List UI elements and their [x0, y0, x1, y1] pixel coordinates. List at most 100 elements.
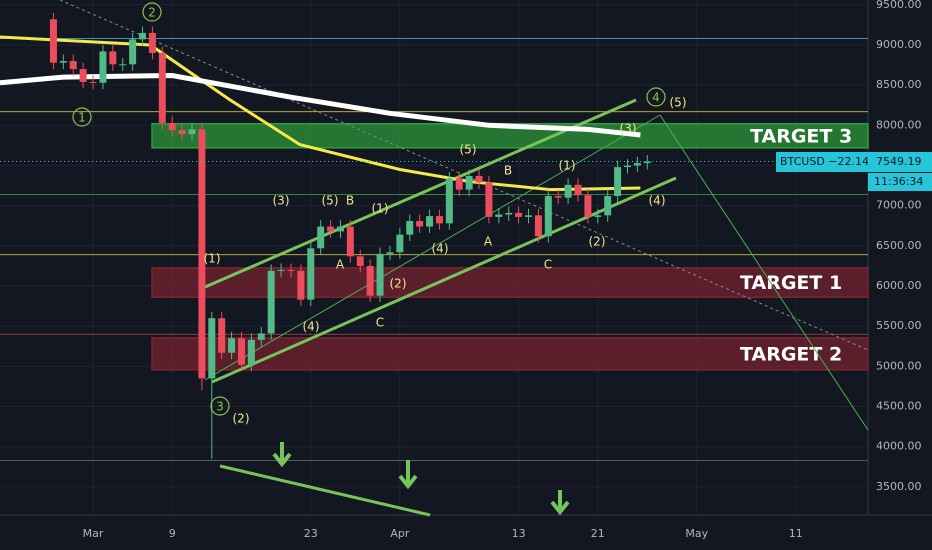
wave-label: (3)	[273, 194, 290, 208]
wave-label: 3	[216, 400, 224, 414]
y-tick-label: 8000.00	[876, 118, 922, 131]
candle-body	[366, 265, 374, 296]
candle-body	[307, 248, 315, 300]
wave-label: 4	[652, 91, 660, 105]
candle-body	[386, 252, 394, 254]
candle-body	[426, 216, 434, 227]
target-zone	[151, 337, 869, 371]
wave-label: (2)	[390, 277, 407, 291]
candle-body	[237, 338, 245, 365]
candle-body	[208, 318, 216, 379]
y-tick-label: 9500.00	[876, 0, 922, 11]
countdown: 11:36:34	[874, 175, 923, 188]
candle-body	[228, 338, 236, 353]
y-tick-label: 4000.00	[876, 440, 922, 453]
candle-body	[643, 161, 651, 164]
candle-body	[525, 215, 533, 217]
wave-label: (1)	[204, 252, 221, 266]
candle-body	[247, 339, 255, 365]
wave-label: C	[376, 316, 384, 330]
wave-label: A	[484, 235, 493, 249]
wave-circle	[142, 2, 162, 22]
wave-circle	[646, 87, 666, 107]
x-tick-label: 23	[304, 527, 318, 540]
x-tick-label: 13	[512, 527, 526, 540]
price-badge	[868, 152, 932, 172]
y-tick-label: 4500.00	[876, 400, 922, 413]
last-price: 7549.19	[876, 155, 922, 168]
candle-body	[376, 253, 384, 296]
x-tick-label: May	[685, 527, 708, 540]
wave-circle	[72, 107, 92, 127]
x-tick-label: 9	[169, 527, 176, 540]
candle-body	[614, 167, 622, 197]
target-label: TARGET 2	[740, 343, 842, 365]
channel-bottom	[211, 176, 677, 384]
wave-label: B	[504, 164, 512, 178]
wave-label: (5)	[322, 194, 339, 208]
candle-body	[554, 196, 562, 198]
y-tick-label: 3500.00	[876, 480, 922, 493]
x-tick-label: 11	[789, 527, 803, 540]
x-tick-label: 21	[591, 527, 605, 540]
candle-body	[465, 175, 473, 190]
wave-label: (5)	[460, 143, 477, 157]
y-tick-label: 9000.00	[876, 38, 922, 51]
candle-body	[416, 220, 424, 227]
candle-body	[564, 184, 572, 198]
wave-label: 1	[78, 111, 86, 125]
symbol-label: BTCUSD −22.14%	[780, 155, 879, 168]
candle-body	[623, 165, 631, 168]
wave-label: (4)	[432, 242, 449, 256]
candle-body	[109, 51, 117, 65]
candle-body	[168, 122, 176, 131]
volume-arrows	[272, 442, 570, 516]
candle-body	[604, 196, 612, 216]
wave-label: C	[544, 258, 552, 272]
candle-body	[594, 215, 602, 217]
candle-body	[287, 269, 295, 271]
candle-body	[99, 51, 107, 83]
candle-body	[475, 175, 483, 183]
candle-body	[495, 214, 503, 217]
candle-body	[129, 39, 137, 65]
candle-body	[267, 270, 275, 334]
candle-body	[317, 226, 325, 249]
y-tick-label: 7000.00	[876, 199, 922, 212]
candle-body	[505, 212, 513, 215]
wave-label: (4)	[649, 194, 666, 208]
candle-body	[257, 333, 265, 340]
channel-top	[204, 98, 637, 289]
candle-body	[49, 19, 57, 63]
candle-body	[336, 226, 344, 232]
candle-body	[574, 184, 582, 196]
candle-body	[158, 53, 166, 123]
y-tick-label: 8500.00	[876, 78, 922, 91]
candle-body	[534, 215, 542, 237]
projection	[659, 114, 869, 431]
countdown-badge	[868, 173, 932, 191]
symbol-badge	[776, 152, 868, 172]
target-label: TARGET 1	[740, 272, 842, 294]
candle-body	[79, 69, 87, 82]
candle-body	[346, 226, 354, 257]
wave-label: B	[346, 194, 354, 208]
candle-body	[445, 178, 453, 224]
y-tick-label: 5500.00	[876, 319, 922, 332]
y-tick-label: 6500.00	[876, 239, 922, 252]
x-tick-label: Apr	[390, 527, 410, 540]
volume-trend	[219, 464, 431, 517]
candle-body	[178, 130, 186, 135]
candle-body	[515, 212, 523, 217]
candle-body	[396, 234, 404, 253]
target-label: TARGET 3	[750, 125, 852, 147]
candle-body	[218, 318, 226, 353]
wave-circle	[210, 396, 230, 416]
candle-body	[297, 270, 305, 300]
candle-body	[198, 129, 206, 379]
wave-label: (1)	[559, 159, 576, 173]
candle-body	[59, 61, 67, 63]
y-tick-label: 5000.00	[876, 359, 922, 372]
candle-body	[148, 32, 156, 54]
